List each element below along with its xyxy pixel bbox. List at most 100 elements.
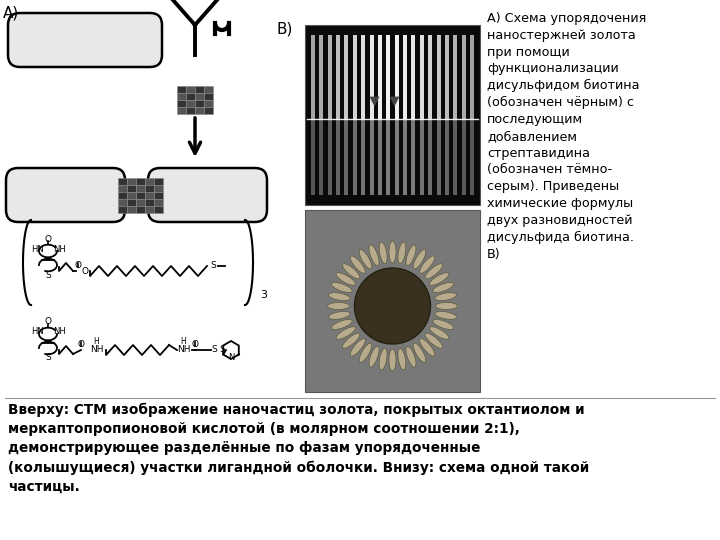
Text: А) Схема упорядочения
наностержней золота
при помощи
функционализации
дисульфидо: А) Схема упорядочения наностержней золот… — [487, 12, 647, 260]
Text: Вверху: СТМ изображение наночастиц золота, покрытых октантиолом и
меркаптопропио: Вверху: СТМ изображение наночастиц золот… — [8, 403, 589, 494]
Polygon shape — [328, 302, 349, 309]
Bar — [336, 35, 340, 119]
Bar — [454, 35, 457, 119]
Bar — [204, 107, 213, 114]
Text: A): A) — [3, 5, 19, 20]
Bar — [353, 35, 357, 119]
Bar — [195, 93, 204, 100]
Bar — [186, 100, 195, 107]
Bar — [470, 35, 474, 119]
Bar — [145, 178, 153, 185]
Text: O: O — [45, 234, 52, 244]
Polygon shape — [436, 302, 457, 309]
Bar — [403, 35, 407, 119]
Bar — [117, 185, 127, 192]
Text: NH: NH — [177, 346, 191, 354]
Polygon shape — [354, 268, 431, 344]
Bar — [204, 100, 213, 107]
Text: O: O — [78, 340, 84, 349]
Polygon shape — [350, 339, 365, 356]
Bar — [177, 107, 186, 114]
Polygon shape — [389, 349, 396, 371]
FancyBboxPatch shape — [148, 168, 267, 222]
Polygon shape — [359, 249, 372, 269]
Text: S: S — [211, 346, 217, 354]
Bar — [411, 119, 415, 195]
Bar — [117, 178, 127, 185]
Bar — [177, 86, 186, 93]
Bar — [127, 192, 135, 199]
Bar — [305, 210, 480, 392]
Bar — [195, 100, 204, 107]
Bar — [361, 35, 365, 119]
Text: O: O — [81, 267, 89, 275]
Bar — [361, 119, 365, 195]
Bar — [195, 86, 204, 93]
Polygon shape — [331, 320, 352, 329]
Polygon shape — [435, 312, 456, 319]
Polygon shape — [390, 97, 400, 106]
Polygon shape — [328, 293, 350, 301]
Bar — [369, 119, 374, 195]
Text: H: H — [93, 338, 99, 347]
Bar — [145, 185, 153, 192]
Polygon shape — [369, 97, 379, 106]
Polygon shape — [398, 242, 406, 264]
Bar — [344, 119, 348, 195]
Text: NH: NH — [53, 327, 66, 336]
Bar — [328, 119, 332, 195]
Text: N: N — [228, 353, 234, 361]
Polygon shape — [426, 333, 443, 348]
Bar — [204, 86, 213, 93]
Bar — [127, 206, 135, 213]
Bar — [470, 119, 474, 195]
Polygon shape — [328, 312, 350, 319]
Bar — [462, 119, 466, 195]
Bar — [420, 119, 424, 195]
Bar — [153, 206, 163, 213]
Bar — [445, 119, 449, 195]
Bar — [153, 178, 163, 185]
Text: S: S — [45, 354, 51, 362]
Bar — [445, 35, 449, 119]
FancyBboxPatch shape — [8, 13, 162, 67]
Bar — [378, 119, 382, 195]
Polygon shape — [379, 242, 387, 264]
Polygon shape — [359, 343, 372, 362]
Text: O: O — [45, 318, 52, 327]
Bar — [387, 119, 390, 195]
Bar — [127, 185, 135, 192]
Bar — [395, 119, 399, 195]
Bar — [135, 192, 145, 199]
Polygon shape — [336, 327, 356, 339]
Text: NH: NH — [53, 245, 66, 253]
Bar — [204, 93, 213, 100]
Text: S: S — [45, 271, 51, 280]
Bar — [420, 35, 424, 119]
Bar — [305, 25, 480, 205]
Bar — [195, 107, 204, 114]
Bar — [117, 192, 127, 199]
FancyBboxPatch shape — [6, 168, 125, 222]
Bar — [127, 178, 135, 185]
Polygon shape — [413, 343, 426, 362]
Bar — [145, 206, 153, 213]
Bar — [336, 119, 340, 195]
Polygon shape — [350, 256, 365, 273]
Bar — [127, 199, 135, 206]
Polygon shape — [420, 256, 435, 273]
Polygon shape — [406, 245, 416, 266]
Polygon shape — [433, 282, 454, 293]
Bar — [117, 206, 127, 213]
Polygon shape — [379, 348, 387, 370]
Bar — [436, 119, 441, 195]
Polygon shape — [398, 348, 406, 370]
Polygon shape — [420, 339, 435, 356]
Bar — [135, 185, 145, 192]
Text: O: O — [74, 261, 81, 270]
Bar — [135, 199, 145, 206]
Bar — [428, 119, 432, 195]
Polygon shape — [389, 241, 396, 263]
Bar — [454, 119, 457, 195]
Bar — [311, 119, 315, 195]
